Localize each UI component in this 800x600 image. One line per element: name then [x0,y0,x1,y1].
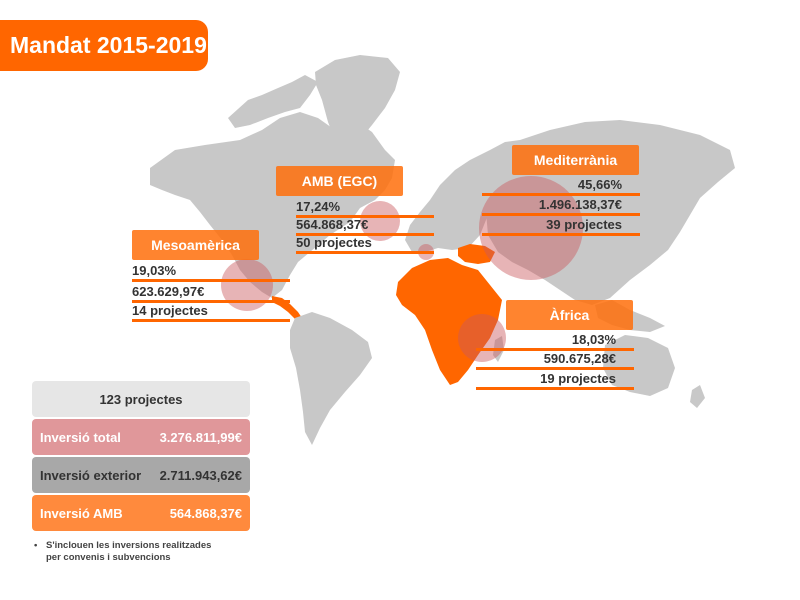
amb-percent: 17,24% [296,198,434,218]
new-zealand [690,385,705,408]
africa-highlight [396,258,502,385]
summary-exterior: Inversió exterior 2.711.943,62€ [32,457,250,493]
summary-total-label: Inversió total [40,429,121,445]
region-header-amb: AMB (EGC) [276,166,403,196]
region-header-mediterrania: Mediterrània [512,145,639,175]
mediterrania-projects: 39 projectes [482,216,640,236]
turkey-highlight [458,244,495,264]
north-america [150,112,395,298]
summary-projects-label: 123 projectes [99,391,183,407]
mediterrania-percent: 45,66% [482,176,640,196]
summary-projects: 123 projectes [32,381,250,417]
africa-amount: 590.675,28€ [476,350,634,370]
amb-amount: 564.868,37€ [296,216,434,236]
arctic-islands [228,75,318,128]
summary-total: Inversió total 3.276.811,99€ [32,419,250,455]
summary-amb: Inversió AMB 564.868,37€ [32,495,250,531]
page-title: Mandat 2015-2019 [0,20,208,71]
bubble-amb [360,201,400,241]
bullet-icon: • [34,540,38,551]
region-header-mesoamerica: Mesoamèrica [132,230,259,260]
amb-projects: 50 projectes [296,234,434,254]
bubble-mesoamerica [221,259,273,311]
africa-projects: 19 projectes [476,370,634,390]
south-america [290,312,372,445]
footnote: • S'inclouen les inversions realitzades p… [34,540,211,564]
africa-percent: 18,03% [476,331,634,351]
summary-total-value: 3.276.811,99€ [159,429,242,445]
mesoamerica-percent: 19,03% [132,262,290,282]
region-header-africa: Àfrica [506,300,633,330]
summary-amb-label: Inversió AMB [40,505,123,521]
mesoamerica-projects: 14 projectes [132,302,290,322]
mesoamerica-amount: 623.629,97€ [132,283,290,303]
mediterrania-amount: 1.496.138,37€ [482,196,640,216]
summary-exterior-label: Inversió exterior [40,467,142,483]
greenland [315,55,400,150]
summary-exterior-value: 2.711.943,62€ [159,467,242,483]
summary-amb-value: 564.868,37€ [169,505,242,521]
footnote-line-1: S'inclouen les inversions realitzades [46,540,212,551]
europe [405,140,520,252]
bubble-mediterrania [479,176,583,280]
footnote-line-2: per convenis i subvencions [46,552,171,563]
